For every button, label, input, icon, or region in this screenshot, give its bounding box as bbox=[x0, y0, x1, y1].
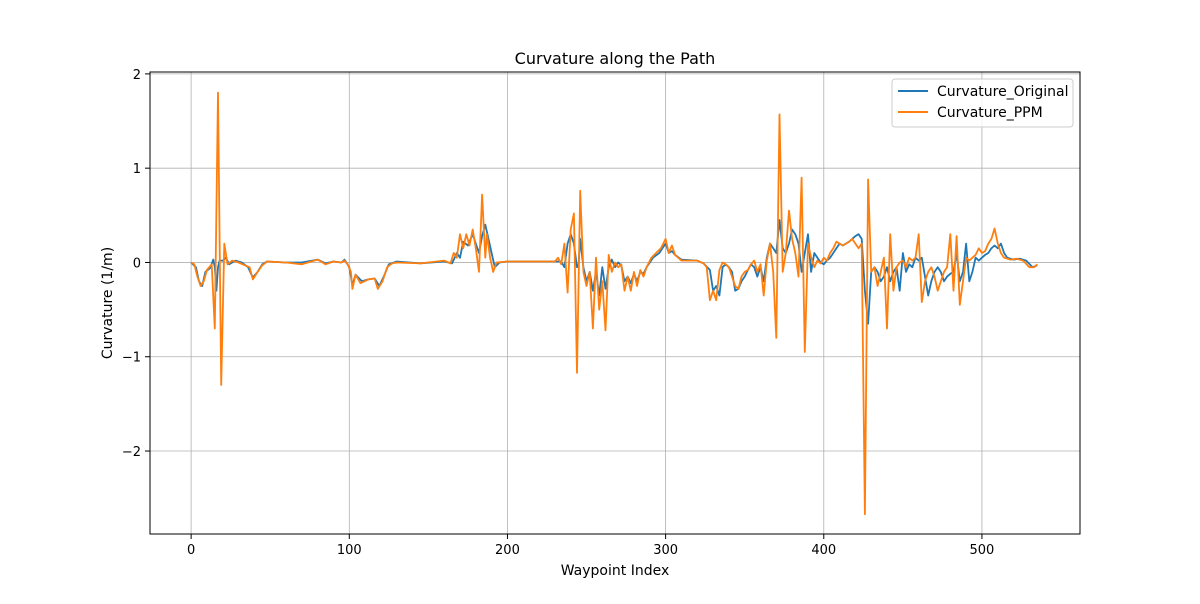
x-tick-label: 0 bbox=[187, 543, 195, 558]
y-tick-label: 0 bbox=[133, 256, 141, 271]
chart-title: Curvature along the Path bbox=[515, 49, 716, 68]
series-line-ppm bbox=[190, 91, 1038, 516]
x-axis-label: Waypoint Index bbox=[561, 563, 670, 579]
x-tick-label: 300 bbox=[653, 543, 678, 558]
y-tick-label: −2 bbox=[122, 445, 141, 460]
y-tick-label: 2 bbox=[133, 68, 141, 83]
series-lines bbox=[190, 91, 1038, 516]
y-tick-label: −1 bbox=[122, 351, 141, 366]
legend-label-ppm: Curvature_PPM bbox=[937, 105, 1043, 121]
plot-frame bbox=[149, 71, 1081, 535]
x-axis-ticks: 0 100 200 300 400 500 bbox=[187, 534, 994, 558]
x-tick-label: 500 bbox=[970, 543, 995, 558]
y-axis-ticks: 2 1 0 −1 −2 bbox=[122, 68, 150, 460]
legend: Curvature_Original Curvature_PPM bbox=[891, 78, 1074, 128]
x-tick-label: 200 bbox=[495, 543, 520, 558]
y-tick-label: 1 bbox=[133, 162, 141, 177]
x-tick-label: 100 bbox=[337, 543, 362, 558]
y-axis-label: Curvature (1/m) bbox=[100, 247, 116, 359]
x-tick-label: 400 bbox=[811, 543, 836, 558]
legend-label-original: Curvature_Original bbox=[937, 84, 1068, 100]
legend-box bbox=[891, 78, 1074, 128]
